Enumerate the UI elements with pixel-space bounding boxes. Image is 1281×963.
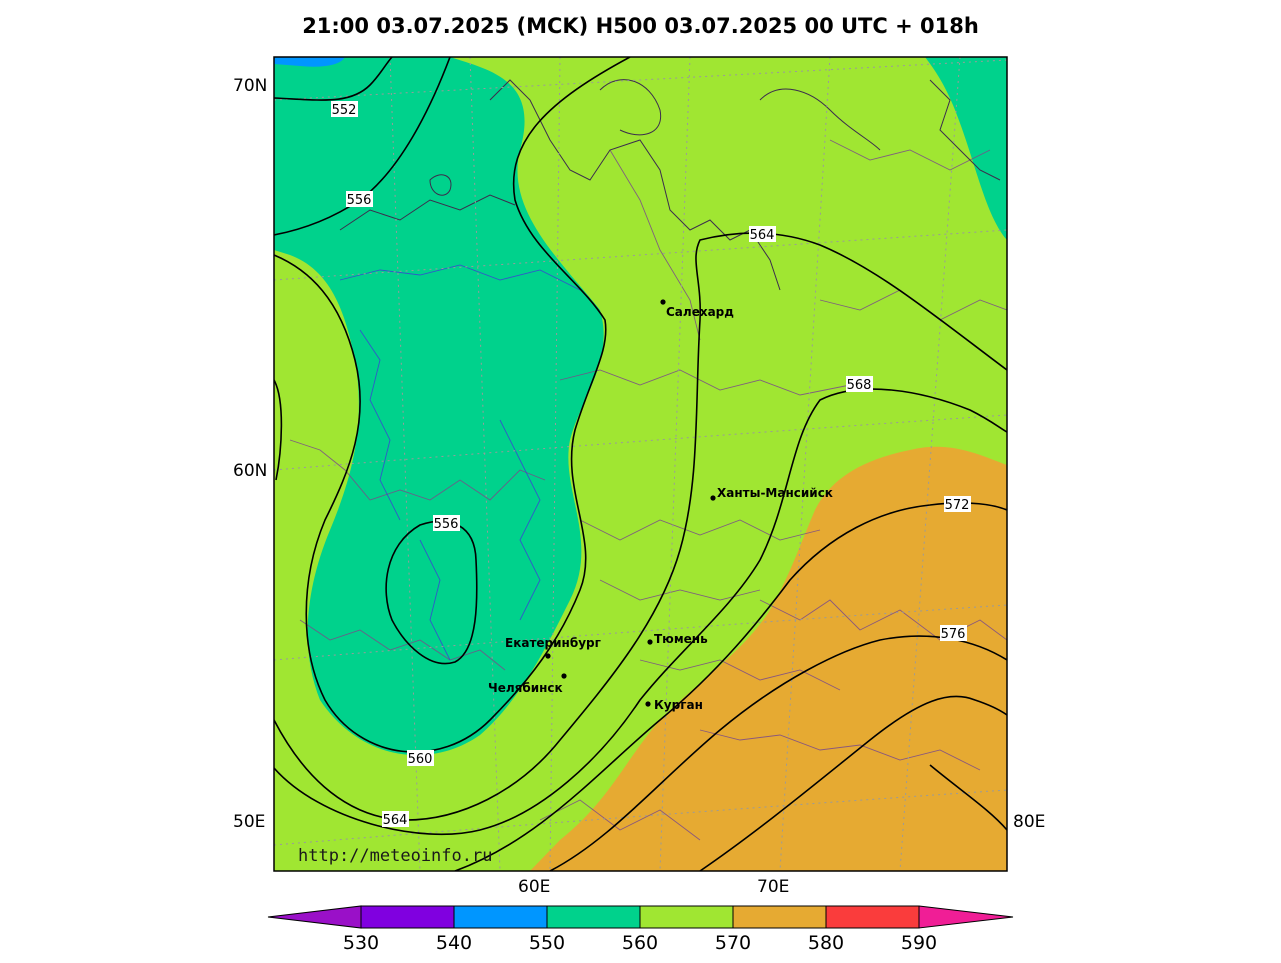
city-label-salekhard: Салехард: [666, 305, 734, 319]
watermark: http://meteoinfo.ru: [298, 846, 492, 866]
fill-band-550-560-west: [274, 57, 604, 756]
map-title: 21:00 03.07.2025 (MCK) H500 03.07.2025 0…: [302, 14, 979, 38]
contour-label: 564: [750, 228, 775, 243]
contour-564: [274, 388, 1007, 836]
graticule: [274, 57, 1007, 871]
lat-label-60n: 60N: [233, 461, 267, 481]
contour-labels: 552 556 556 560 564 564 568 572 576: [331, 101, 971, 828]
contour-label: 572: [945, 498, 970, 513]
contour-576: [699, 695, 1007, 871]
city-label-kurgan: Курган: [654, 698, 703, 712]
contour-label: 556: [434, 517, 459, 532]
city-label-khanty-mansiysk: Ханты-Мансийск: [717, 486, 833, 500]
lat-label-70n: 70N: [233, 76, 267, 96]
map-area: 552 556 556 560 564 564 568 572 576 Сале…: [274, 57, 1007, 871]
colorbar: 530 540 550 560 570 580 590: [267, 905, 1014, 954]
colorbar-tick-label: 560: [622, 932, 658, 954]
contour-label: 552: [332, 103, 357, 118]
colorbar-tick-label: 540: [436, 932, 472, 954]
colorbar-arrow-left: [267, 905, 362, 929]
colorbar-segment: [732, 905, 827, 929]
contour-560: [274, 232, 1007, 821]
contour-label: 560: [408, 752, 433, 767]
rivers: [339, 264, 581, 661]
city-dot: [710, 495, 716, 501]
colorbar-tick-label: 570: [715, 932, 751, 954]
lon-label-80e: 80E: [1013, 812, 1045, 832]
colorbar-segment: [453, 905, 548, 929]
contour-580: [929, 764, 1007, 831]
colorbar-segment: [639, 905, 734, 929]
colorbar-arrow-right: [918, 905, 1014, 929]
colorbar-tick-label: 530: [343, 932, 379, 954]
colorbar-segment: [360, 905, 455, 929]
colorbar-tick-label: 580: [808, 932, 844, 954]
contour-556-west: [274, 57, 631, 753]
city-dot: [645, 701, 651, 707]
contour-560-left: [274, 379, 283, 481]
city-label-yekaterinburg: Екатеринбург: [505, 636, 601, 650]
city-dot: [545, 653, 551, 659]
contour-568: [454, 502, 1007, 871]
city-markers: Салехард Ханты-Мансийск Екатеринбург Тюм…: [488, 299, 833, 712]
contour-556-closed: [385, 520, 478, 665]
contour-label: 556: [347, 193, 372, 208]
city-dot: [647, 639, 653, 645]
fill-band-550-560-northeast: [925, 57, 1007, 240]
lon-label-70e: 70E: [757, 877, 789, 897]
fill-band-540-550: [274, 57, 345, 67]
map-frame: [273, 56, 1008, 872]
contour-label: 568: [847, 378, 872, 393]
colorbar-tick-label: 550: [529, 932, 565, 954]
colorbar-tick-label: 590: [901, 932, 937, 954]
city-label-tyumen: Тюмень: [654, 632, 708, 646]
city-dot: [561, 673, 567, 679]
lon-label-60e: 60E: [518, 877, 550, 897]
colorbar-segment: [546, 905, 641, 929]
contour-552: [274, 57, 393, 101]
contour-label: 576: [941, 627, 966, 642]
city-label-chelyabinsk: Челябинск: [488, 681, 563, 695]
fill-band-570-580: [530, 446, 1007, 871]
colorbar-segment: [825, 905, 920, 929]
city-dot: [660, 299, 666, 305]
region-borders: [289, 139, 1007, 841]
lon-label-50e: 50E: [233, 812, 265, 832]
contour-label: 564: [383, 813, 408, 828]
